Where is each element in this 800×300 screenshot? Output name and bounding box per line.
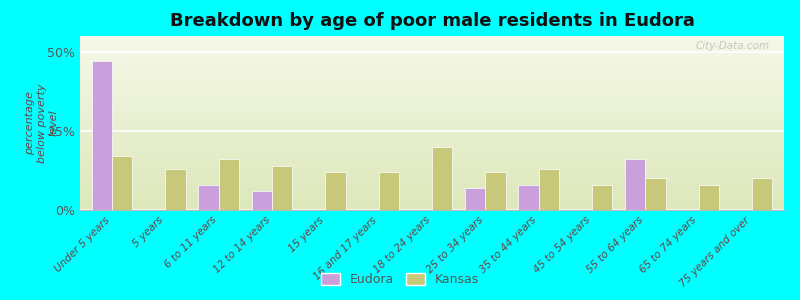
Legend: Eudora, Kansas: Eudora, Kansas xyxy=(316,268,484,291)
Y-axis label: percentage
below poverty
level: percentage below poverty level xyxy=(25,83,58,163)
Bar xyxy=(646,178,666,210)
Bar xyxy=(198,185,218,210)
Bar xyxy=(518,185,538,210)
Bar xyxy=(486,172,506,210)
Bar xyxy=(252,191,272,210)
Text: City-Data.com: City-Data.com xyxy=(696,41,770,51)
Bar xyxy=(378,172,399,210)
Bar xyxy=(592,185,612,210)
Bar xyxy=(752,178,772,210)
Bar xyxy=(218,159,239,210)
Bar xyxy=(625,159,646,210)
Bar xyxy=(166,169,186,210)
Bar xyxy=(432,147,452,210)
Bar xyxy=(698,185,719,210)
Bar xyxy=(326,172,346,210)
Bar xyxy=(538,169,559,210)
Bar xyxy=(272,166,292,210)
Bar xyxy=(92,61,112,210)
Bar xyxy=(112,156,132,210)
Bar xyxy=(465,188,486,210)
Title: Breakdown by age of poor male residents in Eudora: Breakdown by age of poor male residents … xyxy=(170,12,694,30)
